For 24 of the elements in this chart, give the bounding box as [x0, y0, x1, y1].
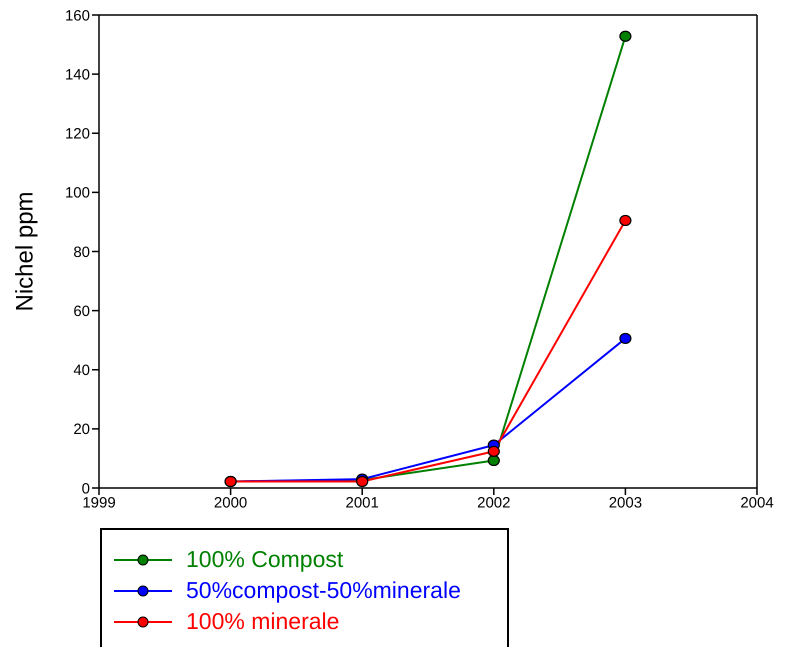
x-tick-label: 2001 [346, 494, 379, 512]
y-tick-label: 160 [64, 7, 90, 24]
y-axis-title: Nichel ppm [11, 191, 38, 312]
point [619, 214, 632, 226]
y-tick-label: 140 [64, 66, 90, 84]
legend-label: 50%compost-50%minerale [186, 577, 461, 604]
y-tick-label: 0 [82, 480, 90, 498]
y-tick-label: 20 [73, 421, 90, 438]
legend-label: 100% minerale [186, 608, 340, 635]
x-tick-label: 2004 [740, 494, 774, 512]
point [488, 446, 500, 457]
y-tick-label: 100 [64, 184, 90, 202]
x-tick-label: 2003 [608, 494, 642, 512]
y-tick-label: 120 [64, 126, 90, 143]
point [488, 454, 500, 466]
x-tick-label: 1999 [82, 494, 116, 512]
y-tick-label: 40 [73, 362, 90, 380]
legend-label: 100% Compost [186, 546, 344, 573]
x-tick-label: 2002 [477, 494, 510, 512]
point [619, 332, 632, 344]
y-tick-label: 60 [73, 302, 90, 320]
x-tick-label: 2000 [214, 494, 248, 512]
point [619, 30, 632, 42]
y-tick-label: 80 [73, 244, 90, 261]
